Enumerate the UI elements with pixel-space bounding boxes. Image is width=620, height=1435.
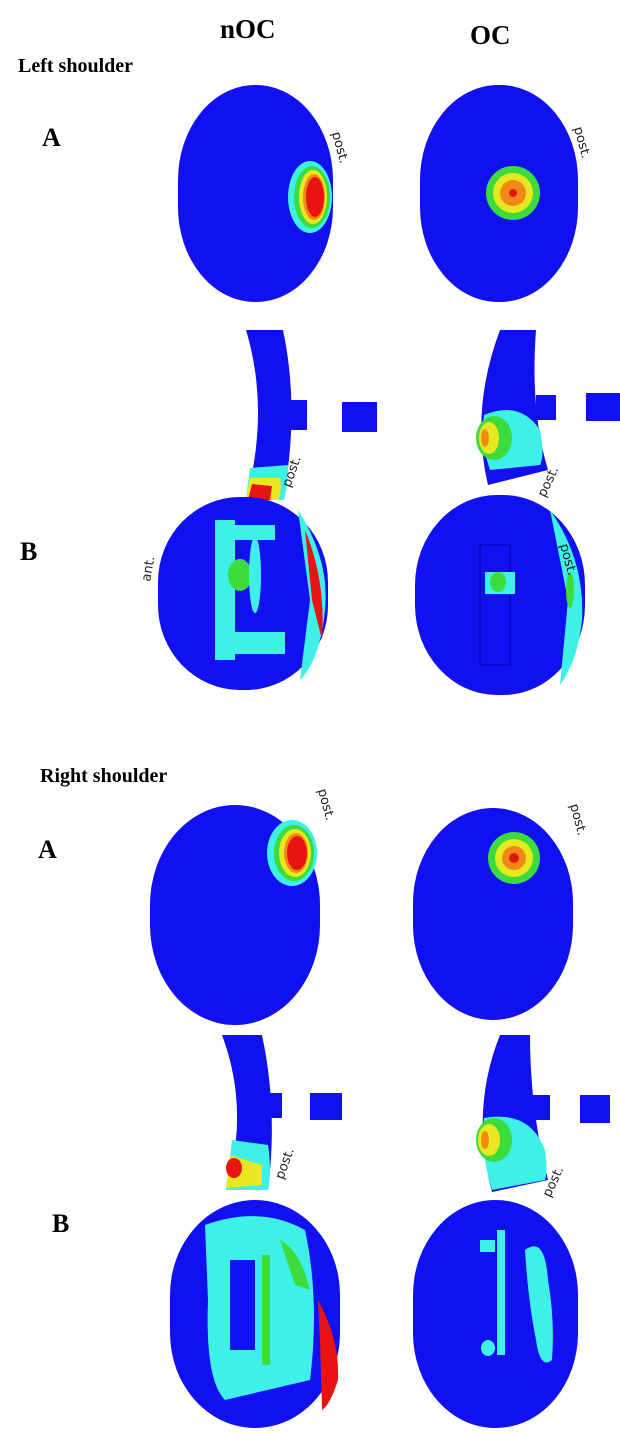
contour-region bbox=[479, 544, 511, 666]
contour-region bbox=[287, 836, 307, 870]
contour-plot bbox=[476, 1035, 610, 1192]
contour-region bbox=[580, 1095, 610, 1123]
contour-region bbox=[158, 497, 328, 690]
contour-region bbox=[262, 1093, 282, 1118]
row-label: A bbox=[42, 123, 61, 152]
contour-region bbox=[215, 520, 235, 660]
annotation: ant. bbox=[139, 555, 158, 583]
contour-plot bbox=[158, 497, 328, 690]
contour-region bbox=[586, 393, 620, 421]
section-title: Right shoulder bbox=[40, 765, 167, 787]
row-label: B bbox=[20, 537, 37, 566]
contour-plot bbox=[415, 495, 585, 695]
annotation: post. bbox=[566, 802, 589, 837]
contour-region bbox=[566, 572, 574, 608]
contour-plot bbox=[222, 1035, 342, 1190]
contour-region bbox=[413, 1200, 578, 1428]
contour-region bbox=[497, 1230, 505, 1355]
contour-plot bbox=[413, 808, 573, 1020]
contour-region bbox=[226, 1158, 242, 1178]
contour-region bbox=[481, 1340, 495, 1356]
contour-plot bbox=[246, 330, 377, 500]
contour-region bbox=[248, 484, 272, 500]
contour-region bbox=[249, 537, 261, 613]
annotation: post. bbox=[328, 130, 351, 165]
contour-region bbox=[342, 402, 377, 432]
column-header: nOC bbox=[220, 14, 276, 44]
contour-region bbox=[230, 525, 275, 540]
contour-region bbox=[509, 853, 519, 863]
section-title: Left shoulder bbox=[18, 55, 133, 77]
contour-region bbox=[525, 1246, 553, 1363]
contour-region bbox=[318, 1300, 339, 1410]
contour-region bbox=[262, 1255, 270, 1365]
contour-region bbox=[481, 1131, 489, 1149]
contour-region bbox=[413, 808, 573, 1020]
contour-plot bbox=[178, 85, 333, 302]
contour-region bbox=[550, 510, 583, 685]
contour-region bbox=[280, 1240, 310, 1290]
annotation: post. bbox=[273, 1146, 298, 1181]
row-label: B bbox=[52, 1209, 69, 1238]
contour-region bbox=[509, 189, 517, 197]
contour-plot bbox=[413, 1200, 578, 1428]
contour-plot bbox=[420, 85, 578, 302]
contour-plot bbox=[170, 1200, 340, 1428]
column-header: OC bbox=[470, 20, 511, 50]
contour-region bbox=[305, 530, 323, 640]
contour-region bbox=[481, 429, 489, 447]
contour-region bbox=[228, 559, 252, 591]
contour-region bbox=[215, 632, 285, 654]
contour-region bbox=[490, 572, 506, 592]
contour-region bbox=[310, 1093, 342, 1120]
annotation: post. bbox=[314, 787, 337, 822]
contour-region bbox=[285, 400, 307, 430]
contour-region bbox=[306, 177, 324, 217]
contour-region bbox=[415, 495, 585, 695]
contour-plot bbox=[476, 330, 620, 485]
contour-region bbox=[246, 330, 292, 500]
contour-plot bbox=[150, 805, 320, 1025]
contour-region bbox=[230, 1260, 255, 1350]
contour-region bbox=[536, 395, 556, 420]
contour-region bbox=[480, 1240, 495, 1252]
contour-region bbox=[205, 1216, 314, 1400]
contour-region bbox=[178, 85, 333, 302]
contour-region bbox=[530, 1095, 550, 1120]
row-label: A bbox=[38, 835, 57, 864]
